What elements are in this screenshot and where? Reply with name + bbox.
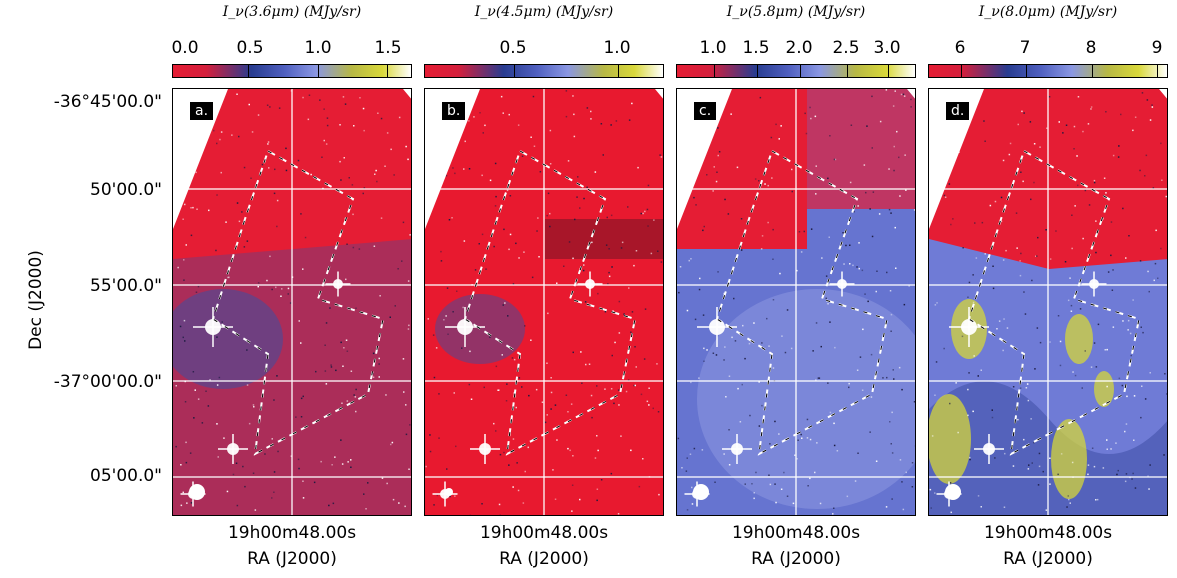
x-tick-c: 19h00m48.00s [731, 523, 861, 543]
cbar-b-tick-0: 0.5 [499, 38, 527, 58]
panel-c-title: I_ν(5.8μm) (MJy/sr) [726, 4, 866, 20]
x-axis-title-c: RA (J2000) [751, 549, 841, 569]
panel-a: a. [172, 88, 412, 516]
cbar-c-tick-1: 1.5 [742, 38, 770, 58]
y-tick-0: -36°45'00.0" [53, 92, 162, 112]
y-tick-2: 55'00.0" [90, 276, 162, 296]
y-tick-3: -37°00'00.0" [53, 372, 162, 392]
cbar-a-tick-0: 0.0 [171, 38, 199, 58]
y-axis-title: Dec (J2000) [26, 250, 46, 350]
colorbar-b [424, 64, 664, 78]
cbar-a-tick-1: 0.5 [236, 38, 264, 58]
cbar-d-tick-2: 8 [1085, 38, 1097, 58]
panel-a-label: a. [190, 102, 214, 120]
panel-d: d. [928, 88, 1168, 516]
panel-b-label: b. [442, 102, 466, 120]
x-axis-title-b: RA (J2000) [499, 549, 589, 569]
panel-d-image [929, 89, 1167, 515]
x-tick-d: 19h00m48.00s [983, 523, 1113, 543]
panel-a-title: I_ν(3.6μm) (MJy/sr) [222, 4, 362, 20]
panel-c-label: c. [694, 102, 717, 120]
colorbar-d [928, 64, 1168, 78]
x-tick-b: 19h00m48.00s [479, 523, 609, 543]
cbar-a-tick-2: 1.0 [304, 38, 332, 58]
cbar-d-tick-0: 6 [954, 38, 966, 58]
x-axis-title-d: RA (J2000) [1003, 549, 1093, 569]
cbar-b-tick-1: 1.0 [603, 38, 631, 58]
cbar-c-tick-4: 3.0 [873, 38, 901, 58]
x-tick-a: 19h00m48.00s [227, 523, 357, 543]
panel-d-title: I_ν(8.0μm) (MJy/sr) [978, 4, 1118, 20]
cbar-d-tick-1: 7 [1019, 38, 1031, 58]
panel-b: b. [424, 88, 664, 516]
colorbar-a [172, 64, 412, 78]
cbar-c-tick-0: 1.0 [699, 38, 727, 58]
cbar-c-tick-3: 2.5 [832, 38, 860, 58]
panel-b-title: I_ν(4.5μm) (MJy/sr) [474, 4, 614, 20]
y-tick-1: 50'00.0" [90, 180, 162, 200]
cbar-c-tick-2: 2.0 [785, 38, 813, 58]
panel-a-image [173, 89, 411, 515]
colorbar-c [676, 64, 916, 78]
panel-c-image [677, 89, 915, 515]
y-tick-4: 05'00.0" [90, 466, 162, 486]
panel-d-label: d. [946, 102, 970, 120]
x-axis-title-a: RA (J2000) [247, 549, 337, 569]
cbar-d-tick-3: 9 [1151, 38, 1163, 58]
panel-b-image [425, 89, 663, 515]
cbar-a-tick-3: 1.5 [374, 38, 402, 58]
panel-c: c. [676, 88, 916, 516]
